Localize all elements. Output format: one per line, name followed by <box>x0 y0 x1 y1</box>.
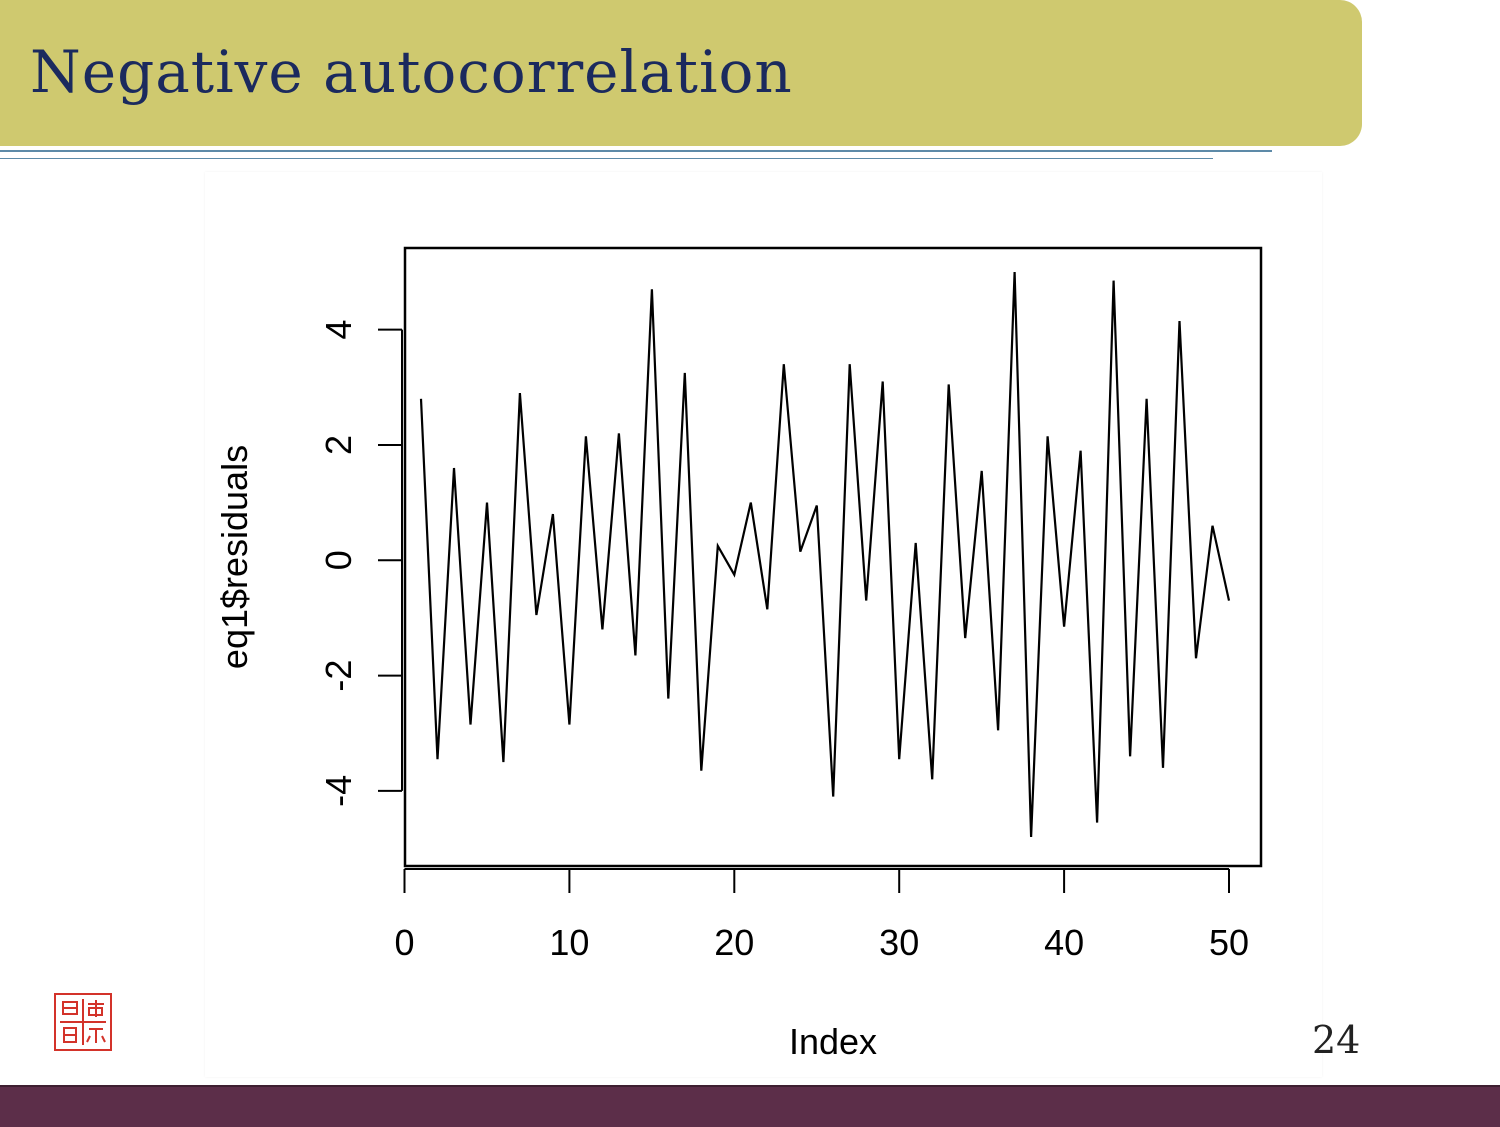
slide-title: Negative autocorrelation <box>30 38 793 106</box>
data-point <box>799 551 801 553</box>
x-tick-label: 0 <box>394 922 414 963</box>
data-point <box>700 770 702 772</box>
data-point <box>486 502 488 504</box>
data-point <box>1096 822 1098 824</box>
data-point <box>865 600 867 602</box>
y-axis-label: eq1$residuals <box>214 445 255 669</box>
data-point <box>832 796 834 798</box>
data-point <box>1014 271 1016 273</box>
title-divider-bottom <box>0 158 1213 159</box>
data-point <box>552 513 554 515</box>
y-tick-label: 4 <box>318 320 359 340</box>
data-point <box>618 432 620 434</box>
data-point <box>1113 280 1115 282</box>
data-point <box>948 383 950 385</box>
data-point <box>667 698 669 700</box>
title-bar: Negative autocorrelation <box>0 0 1362 146</box>
data-point <box>470 724 472 726</box>
data-point <box>568 724 570 726</box>
y-tick-label: -4 <box>318 775 359 807</box>
x-tick-label: 10 <box>549 922 589 963</box>
data-point <box>849 363 851 365</box>
data-point <box>1047 435 1049 437</box>
data-point <box>684 372 686 374</box>
data-point <box>783 363 785 365</box>
data-point <box>997 729 999 731</box>
data-point <box>750 502 752 504</box>
data-point <box>1129 755 1131 757</box>
data-point <box>1146 398 1148 400</box>
data-point <box>1063 626 1065 628</box>
data-point <box>964 637 966 639</box>
data-point <box>766 608 768 610</box>
data-point <box>1212 525 1214 527</box>
seal-icon <box>60 999 106 1045</box>
title-divider-top <box>0 150 1272 152</box>
data-point <box>981 470 983 472</box>
x-tick-label: 50 <box>1209 922 1249 963</box>
plot-frame <box>403 246 1263 868</box>
data-point <box>882 381 884 383</box>
data-point <box>519 392 521 394</box>
x-tick-label: 40 <box>1044 922 1084 963</box>
data-point <box>931 778 933 780</box>
data-point <box>1179 320 1181 322</box>
data-point <box>585 435 587 437</box>
residuals-series-line <box>419 271 1231 838</box>
data-point <box>502 761 504 763</box>
data-point <box>717 545 719 547</box>
data-point <box>1228 600 1230 602</box>
plot-panel: 0 10 20 30 40 50 -4 -2 0 2 4 Index eq1$residuals <box>205 172 1322 1077</box>
footer-bar <box>0 1085 1500 1127</box>
page-number: 24 <box>1312 1018 1361 1062</box>
data-point <box>1030 836 1032 838</box>
data-point <box>1080 450 1082 452</box>
data-point <box>816 505 818 507</box>
residuals-points <box>420 271 1230 838</box>
data-point <box>437 758 439 760</box>
data-point <box>453 467 455 469</box>
y-axis: -4 -2 0 2 4 <box>318 320 403 807</box>
data-point <box>601 628 603 630</box>
data-point <box>1195 657 1197 659</box>
seal-logo <box>54 993 112 1051</box>
data-point <box>898 758 900 760</box>
data-point <box>420 398 422 400</box>
x-tick-label: 20 <box>714 922 754 963</box>
data-point <box>651 288 653 290</box>
y-tick-label: 0 <box>318 550 359 570</box>
data-point <box>733 574 735 576</box>
x-axis-label: Index <box>789 1021 877 1062</box>
x-tick-label: 30 <box>879 922 919 963</box>
data-point <box>915 542 917 544</box>
y-tick-label: -2 <box>318 660 359 692</box>
x-axis: 0 10 20 30 40 50 <box>394 868 1249 963</box>
data-point <box>535 614 537 616</box>
y-tick-label: 2 <box>318 435 359 455</box>
residuals-line-chart: 0 10 20 30 40 50 -4 -2 0 2 4 Index eq1$residuals <box>214 246 1263 1062</box>
data-point <box>1162 767 1164 769</box>
data-point <box>634 654 636 656</box>
